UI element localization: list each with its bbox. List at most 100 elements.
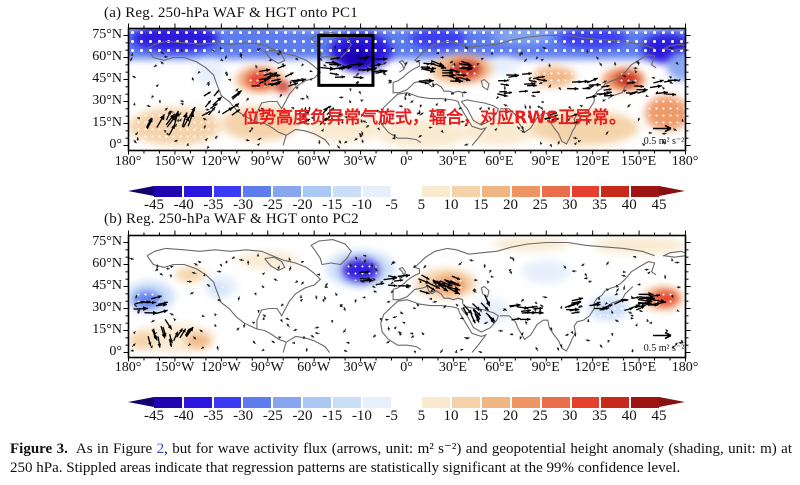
panel-b-title: (b) Reg. 250-hPa WAF & HGT onto PC2 <box>104 211 359 227</box>
colorbar-tick-label: 15 <box>473 408 489 424</box>
colorbar-segment <box>392 397 421 408</box>
colorbar-segment <box>154 397 182 408</box>
colorbar-right-arrow <box>659 397 685 407</box>
colorbar-segment <box>332 186 361 197</box>
background-vectors <box>128 253 684 354</box>
colorbar-tick-label: -20 <box>292 408 313 424</box>
colorbar-tick-label: 20 <box>502 408 518 424</box>
coastlines <box>146 239 686 353</box>
ref-arrow-icon <box>653 331 672 340</box>
colorbar-left-arrow <box>128 397 154 407</box>
colorbar-tick-label: -30 <box>233 197 254 213</box>
colorbar-tick-label: 25 <box>532 408 548 424</box>
colorbar-tick-label: -35 <box>203 197 224 213</box>
lon-tick-label: 120°W <box>200 360 241 375</box>
axis-ticks <box>123 230 691 362</box>
colorbar-segment <box>631 186 660 197</box>
lon-tick-label: 180° <box>671 360 699 375</box>
colorbar-tick-label: -5 <box>385 408 398 424</box>
lon-tick-label: 90°W <box>250 154 284 169</box>
colorbar-tick-label: -40 <box>173 408 194 424</box>
caption-text-post: , but for wave activity flux (arrows, un… <box>10 441 792 476</box>
colorbar-segment <box>482 397 510 408</box>
figure-2-link[interactable]: 2 <box>156 441 165 457</box>
colorbar-tick-label: 15 <box>473 197 489 213</box>
map-root-b <box>123 230 691 362</box>
lat-tick-label: 75°N <box>92 234 122 249</box>
lon-tick-label: 0° <box>400 154 413 169</box>
colorbar-tick-label: 45 <box>651 408 667 424</box>
lon-tick-label: 60°E <box>485 360 514 375</box>
lat-tick-label: 30°N <box>92 93 122 108</box>
ref-vector-a: 0.5 m² s⁻² <box>637 124 691 147</box>
colorbar-tick-label: 40 <box>621 197 637 213</box>
colorbar-segment <box>273 186 302 197</box>
colorbar-segment <box>273 397 302 408</box>
lat-tick-label: 0° <box>109 344 122 359</box>
lat-tick-label: 75°N <box>92 27 122 42</box>
lon-tick-label: 180° <box>114 154 142 169</box>
lon-tick-label: 30°E <box>438 154 467 169</box>
lon-tick-label: 60°E <box>485 154 514 169</box>
lat-tick-label: 45°N <box>92 278 122 293</box>
caption-label: Figure 3. <box>10 441 68 457</box>
colorbar-tick-label: 5 <box>417 408 426 424</box>
lon-tick-label: 60°W <box>297 154 331 169</box>
map-panel-a <box>123 23 691 155</box>
colorbar-tick-label: -25 <box>262 197 283 213</box>
colorbar-segment <box>303 397 331 408</box>
ref-vector-label-a: 0.5 m² s⁻² <box>643 136 685 147</box>
colorbar-segment <box>571 397 600 408</box>
colorbar-tick-label: -30 <box>233 408 254 424</box>
colorbar-left-arrow <box>128 186 154 196</box>
lon-tick-label: 120°E <box>574 360 610 375</box>
ref-vector-label-b: 0.5 m² s⁻² <box>643 343 685 354</box>
colorbar-segment <box>303 186 331 197</box>
lon-tick-label: 90°E <box>531 154 560 169</box>
lat-tick-label: 30°N <box>92 300 122 315</box>
colorbar-tick-label: -45 <box>144 408 164 424</box>
lat-tick-label: 15°N <box>92 322 122 337</box>
colorbar-tick-label: -10 <box>351 408 372 424</box>
colorbar-segment <box>571 186 600 197</box>
lon-tick-label: 150°W <box>154 360 195 375</box>
lon-tick-label: 60°W <box>297 360 331 375</box>
colorbar-tick-label: 30 <box>562 408 578 424</box>
ref-arrow-icon <box>653 124 672 133</box>
colorbar-tick-label: 35 <box>592 197 608 213</box>
colorbar-segment <box>243 186 272 197</box>
lat-tick-label: 45°N <box>92 71 122 86</box>
colorbar-tick-label: -20 <box>292 197 313 213</box>
colorbar-tick-label: 20 <box>502 197 518 213</box>
lon-tick-label: 90°W <box>250 360 284 375</box>
colorbar-tick-label: 30 <box>562 197 578 213</box>
colorbar-tick-label: -10 <box>351 197 372 213</box>
lon-tick-label: 30°W <box>343 360 377 375</box>
colorbar-segment <box>452 397 481 408</box>
colorbar-segment <box>422 397 451 408</box>
colorbar-segment <box>183 186 212 197</box>
colorbar-segment <box>511 397 540 408</box>
lon-tick-label: 30°E <box>438 360 467 375</box>
colorbar-segment <box>213 397 242 408</box>
lon-tick-label: 120°W <box>200 154 241 169</box>
lon-tick-label: 90°E <box>531 360 560 375</box>
lon-tick-label: 0° <box>400 360 413 375</box>
map-root-a <box>123 23 691 155</box>
lon-tick-label: 150°E <box>621 154 657 169</box>
ref-vector-b: 0.5 m² s⁻² <box>637 331 691 354</box>
colorbar-tick-label: 45 <box>651 197 667 213</box>
colorbar <box>128 397 685 408</box>
colorbar-segment <box>601 186 630 197</box>
lat-tick-label: 0° <box>109 137 122 152</box>
colorbar-tick-label: 35 <box>592 408 608 424</box>
colorbar-tick-label: 10 <box>443 408 459 424</box>
colorbar-segment <box>213 186 242 197</box>
highlight-box <box>317 34 375 87</box>
lat-tick-label: 60°N <box>92 256 122 271</box>
lat-tick-label: 60°N <box>92 49 122 64</box>
axis-ticks <box>123 23 691 155</box>
lon-tick-label: 30°W <box>343 154 377 169</box>
colorbar-segment <box>482 186 510 197</box>
